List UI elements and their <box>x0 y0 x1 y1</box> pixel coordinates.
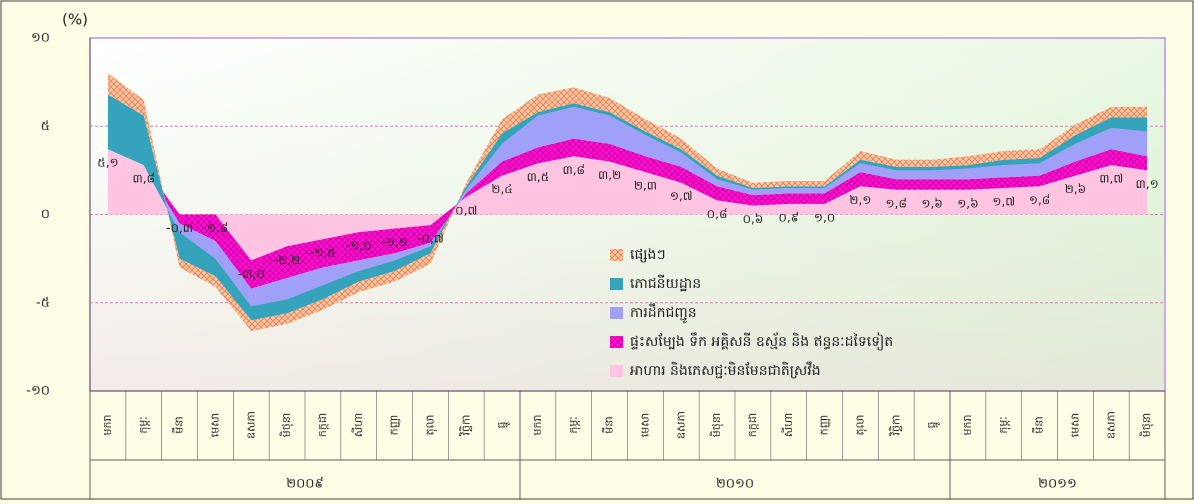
x-tick-label: មិថុនា <box>709 413 724 437</box>
data-label: ៣,៧ <box>1099 172 1123 186</box>
y-unit: (%) <box>62 11 88 29</box>
legend-label: ផ្ទះសម្បែង ទឹក អគ្គិសនី ឧស្ម័ន និង ឥន្ធន… <box>630 332 893 351</box>
x-tick-label: មិថុនា <box>1139 413 1154 437</box>
legend-label: ការដឹកជញ្ជូន <box>630 303 697 324</box>
legend: ផ្សេងៗភោជនីយដ្ឋានការដឹកជញ្ជូនផ្ទះសម្បែង … <box>610 247 893 379</box>
data-label: ១,៨ <box>1029 193 1050 207</box>
y-tick-label: ១០ <box>31 31 50 46</box>
data-label: ២,៤ <box>491 182 512 196</box>
x-tick-label: ឧសភា <box>1104 411 1117 439</box>
x-tick-label: កុម្ភៈ <box>567 416 581 433</box>
data-label: ០,៦ <box>743 212 764 226</box>
data-label: ២,៦ <box>1065 182 1086 196</box>
data-label: -០,៧ <box>417 232 443 246</box>
data-label: -៣,០ <box>238 267 265 281</box>
year-label: ២០០៩ <box>286 477 323 492</box>
x-tick-label: មិថុនា <box>279 413 294 437</box>
x-tick-label: ឧសភា <box>674 411 687 439</box>
data-label: -១,៥ <box>310 246 336 260</box>
x-tick-label: ឧសភា <box>244 411 257 439</box>
y-tick-label: -៥ <box>36 295 50 310</box>
legend-swatch <box>610 249 623 261</box>
x-tick-label: ធ្នូ <box>925 421 940 428</box>
x-tick-label: មករា <box>531 415 544 436</box>
x-tick-label: កុម្ភៈ <box>997 416 1011 433</box>
legend-swatch <box>610 365 623 377</box>
x-tick-label: មេសា <box>208 413 221 437</box>
legend-label: អាហារ និងភេសជ្ជៈមិនមែនជាតិស្រវឹង <box>630 361 821 379</box>
area <box>107 106 1148 307</box>
x-tick-label: មេសា <box>1068 413 1081 437</box>
data-label: ៣,២ <box>598 168 621 182</box>
x-tick-label: មីនា <box>602 416 616 433</box>
area <box>107 138 1148 289</box>
year-label: ២០១០ <box>716 477 754 492</box>
data-label: ១,៦ <box>957 196 978 210</box>
y-tick-label: -១០ <box>26 384 50 399</box>
y-tick-label: ០ <box>41 207 50 222</box>
data-label: ០,៧ <box>455 203 477 217</box>
x-tick-label: ធ្នូ <box>495 421 510 428</box>
x-tick-label: មីនា <box>172 416 186 433</box>
data-label: -២,២ <box>274 253 300 267</box>
data-label: ១,៨ <box>886 196 907 210</box>
labels: ៥,១៣,៨ -០,៣ -១,៨ -៣,០ -២,២ -១,៥ -១,០ -១,១ -០,៧ ០,… <box>97 156 1158 281</box>
x-tick-label: មករា <box>961 415 974 436</box>
legend-label: ភោជនីយដ្ឋាន <box>630 274 701 292</box>
x-tick-label: កញ្ញា <box>388 415 401 436</box>
y-tick-label: ៥ <box>41 119 50 134</box>
data-label: ១,៧ <box>670 189 693 203</box>
x-tick-label: កញ្ញា <box>818 415 831 436</box>
data-label: ៣,១ <box>1136 177 1159 191</box>
x-tick-label: កុម្ភៈ <box>137 416 151 433</box>
x-tick-label: តុលា <box>853 415 867 436</box>
data-label: ២,១ <box>849 193 871 207</box>
data-label: ១,៦ <box>921 196 942 210</box>
year-label: ២០១១ <box>1038 477 1077 492</box>
x-tick-label: វិច្ឆិកា <box>888 415 902 437</box>
x-tick-label: សីហា <box>781 413 795 437</box>
legend-swatch <box>610 278 623 290</box>
x-tick-label: មករា <box>101 415 114 436</box>
legend-swatch <box>610 307 623 319</box>
data-label: -១,៨ <box>203 221 229 235</box>
data-label: ៣,៨ <box>132 172 155 186</box>
legend-swatch <box>610 336 623 348</box>
data-label: ៥,១ <box>97 156 118 170</box>
data-label: ៣,៨ <box>562 163 585 177</box>
data-label: ២,៣ <box>634 179 657 193</box>
areas <box>107 73 1148 331</box>
data-label: ៣,៥ <box>527 170 550 184</box>
data-label: ០,៨ <box>707 207 728 221</box>
data-label: -១,១ <box>381 235 407 249</box>
x-tick-label: តុលា <box>423 415 437 436</box>
x-tick-label: កក្កដា <box>316 413 329 437</box>
x-tick-label: មីនា <box>1032 416 1046 433</box>
data-label: -១,០ <box>346 239 372 253</box>
data-label: ០,៩ <box>778 210 799 224</box>
legend-label: ផ្សេងៗ <box>630 247 666 263</box>
data-label: -០,៣ <box>166 221 193 235</box>
x-tick-label: វិច្ឆិកា <box>458 415 472 437</box>
data-label: ១,០ <box>814 210 835 224</box>
x-tick-label: កក្កដា <box>746 413 759 437</box>
x-tick-label: មេសា <box>638 413 651 437</box>
area <box>107 149 1148 261</box>
x-tick-label: សីហា <box>351 413 365 437</box>
data-label: ១,៧ <box>992 195 1015 209</box>
